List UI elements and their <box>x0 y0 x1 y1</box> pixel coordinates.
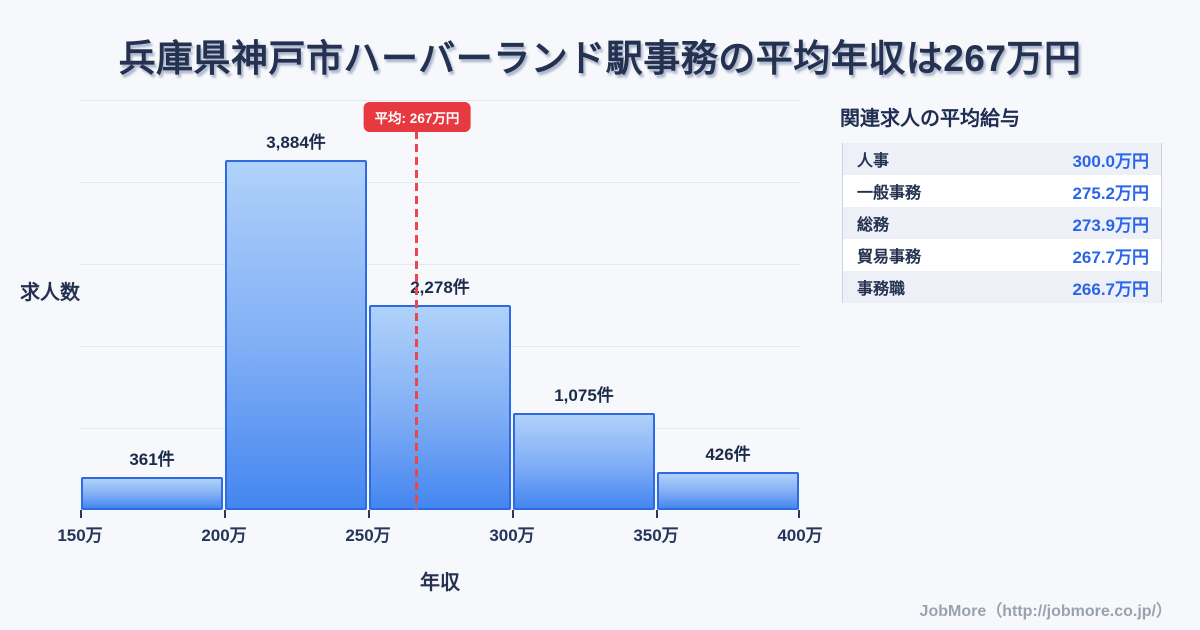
axis-tick <box>224 510 226 518</box>
salary-table-row: 一般事務 275.2万円 <box>843 175 1161 207</box>
footer-credit: JobMore（http://jobmore.co.jp/） <box>919 603 1172 620</box>
histogram-bar <box>513 413 655 510</box>
axis-tick-label: 250万 <box>345 526 391 545</box>
bar-value-label: 426件 <box>705 445 751 464</box>
axis-tick <box>80 510 82 518</box>
salary-table-row: 貿易事務 267.7万円 <box>843 239 1161 271</box>
mean-line <box>415 131 419 510</box>
related-salary-table: 人事 300.0万円一般事務 275.2万円総務 273.9万円貿易事務 267.7万円… <box>842 143 1162 303</box>
axis-tick <box>656 510 658 518</box>
histogram-bar <box>369 305 511 510</box>
y-axis-label: 求人数 <box>20 282 80 304</box>
axis-tick-label: 200万 <box>201 526 247 545</box>
salary-table-row: 総務 273.9万円 <box>843 207 1161 239</box>
salary-row-label: 人事 <box>857 153 890 170</box>
salary-table-row: 事務職 266.7万円 <box>843 271 1161 303</box>
gridline <box>80 100 800 101</box>
axis-tick-label: 150万 <box>57 526 103 545</box>
axis-tick <box>798 510 800 518</box>
bar-value-label: 3,884件 <box>266 133 326 152</box>
salary-row-label: 一般事務 <box>857 185 922 202</box>
bar-value-label: 1,075件 <box>554 386 614 405</box>
histogram-plot: 361件 3,884件 2,278件 1,075件 426件 150万 200万 250万 3… <box>57 100 823 545</box>
axis-tick <box>368 510 370 518</box>
salary-row-label: 総務 <box>857 217 890 234</box>
bar-value-label: 2,278件 <box>410 278 470 297</box>
histogram-bar <box>225 160 367 510</box>
axis-tick-label: 350万 <box>633 526 679 545</box>
gridline <box>80 264 800 265</box>
salary-row-value: 300.0万円 <box>1072 151 1149 171</box>
page-title: 兵庫県神戸市ハーバーランド駅事務の平均年収は267万円 <box>118 38 1082 79</box>
salary-row-value: 275.2万円 <box>1072 183 1149 203</box>
salary-table-row: 人事 300.0万円 <box>843 143 1161 175</box>
histogram-bar <box>81 477 223 510</box>
bar-value-label: 361件 <box>129 450 175 469</box>
salary-row-value: 273.9万円 <box>1072 215 1149 235</box>
gridline <box>80 182 800 183</box>
axis-tick <box>512 510 514 518</box>
salary-row-value: 267.7万円 <box>1072 247 1149 267</box>
salary-row-value: 266.7万円 <box>1072 279 1149 299</box>
salary-row-label: 貿易事務 <box>857 249 922 266</box>
axis-tick-label: 300万 <box>489 526 535 545</box>
axis-tick-label: 400万 <box>777 526 823 545</box>
histogram-bar <box>657 472 799 510</box>
salary-row-label: 事務職 <box>857 281 906 298</box>
x-axis-label: 年収 <box>420 572 460 594</box>
mean-badge: 平均: 267万円 <box>363 102 471 132</box>
related-jobs-panel-title: 関連求人の平均給与 <box>840 108 1020 130</box>
